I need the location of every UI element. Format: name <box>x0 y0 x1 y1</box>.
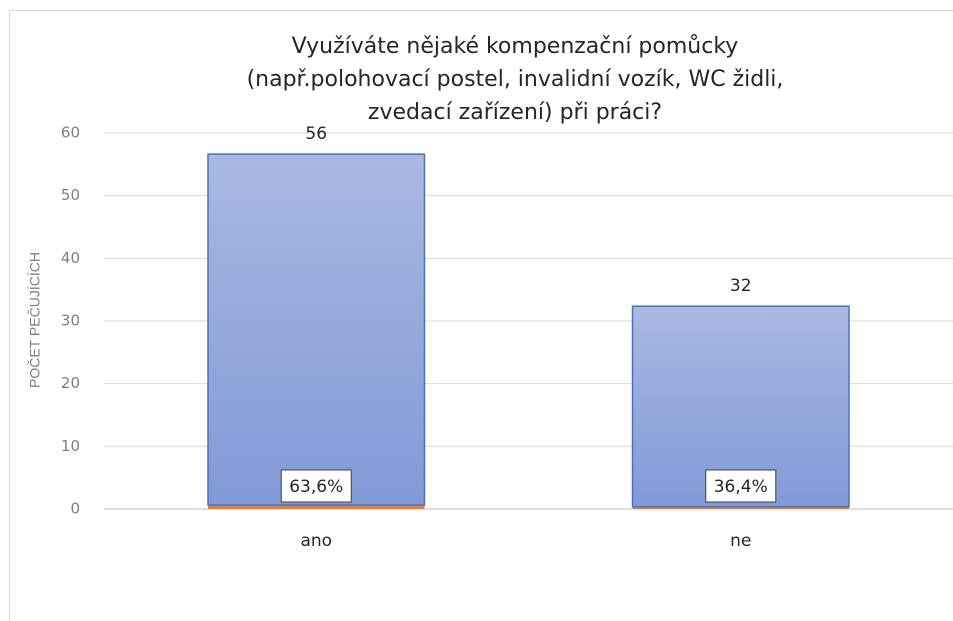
data-label: 63,6% <box>289 477 343 497</box>
y-tick-label: 10 <box>61 437 80 455</box>
chart-title: Využíváte nějaké kompenzační pomůcky <box>292 34 739 59</box>
y-axis-title: POČET PEČUJÍCÍCH <box>27 252 43 388</box>
bar-segment <box>207 153 426 506</box>
chart-title: (např.polohovací postel, invalidní vozík… <box>247 67 784 92</box>
data-label: 32 <box>730 276 752 296</box>
data-label-box <box>705 469 777 503</box>
y-tick-label: 60 <box>61 124 80 142</box>
y-tick-label: 40 <box>61 249 80 267</box>
data-label: 36,4% <box>714 477 768 497</box>
bar-segment <box>632 506 849 509</box>
x-tick-label: ano <box>300 531 332 551</box>
bar-segment <box>208 505 425 509</box>
y-tick-label: 30 <box>61 312 80 330</box>
chart-title: zvedací zařízení) při práci? <box>368 100 662 125</box>
data-label-box <box>280 469 352 503</box>
data-label: 56 <box>305 124 327 144</box>
x-tick-label: ne <box>730 531 751 551</box>
y-tick-label: 20 <box>61 374 80 392</box>
y-tick-label: 0 <box>70 500 80 518</box>
y-tick-label: 50 <box>61 186 80 204</box>
